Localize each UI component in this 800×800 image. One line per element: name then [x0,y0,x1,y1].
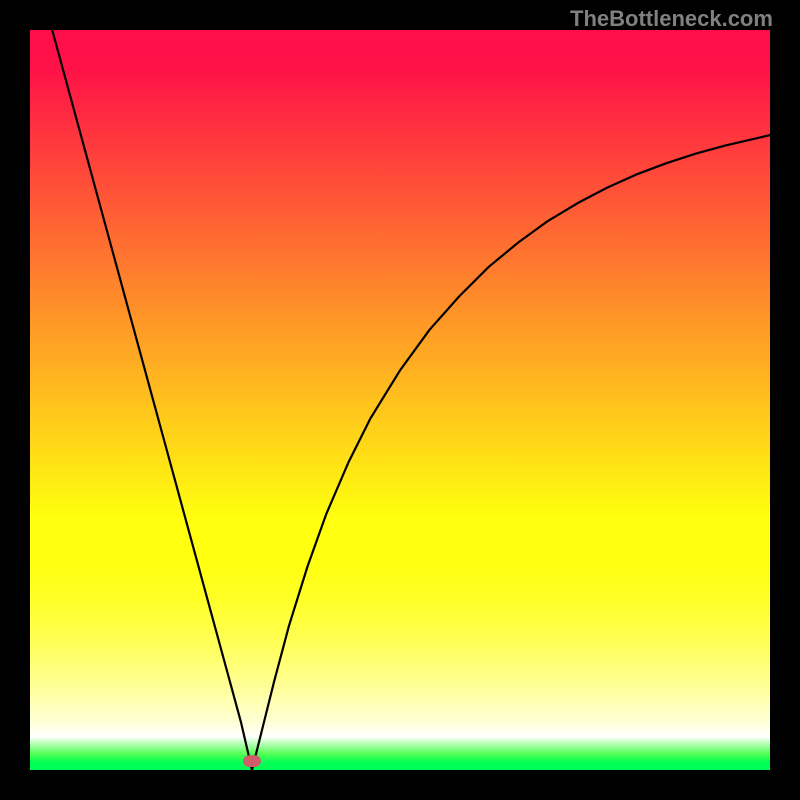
chart-svg [30,30,770,770]
figure-outer: TheBottleneck.com [0,0,800,800]
gradient-background [30,30,770,770]
watermark-text: TheBottleneck.com [570,6,773,32]
min-marker [243,755,261,767]
plot-area [30,30,770,770]
